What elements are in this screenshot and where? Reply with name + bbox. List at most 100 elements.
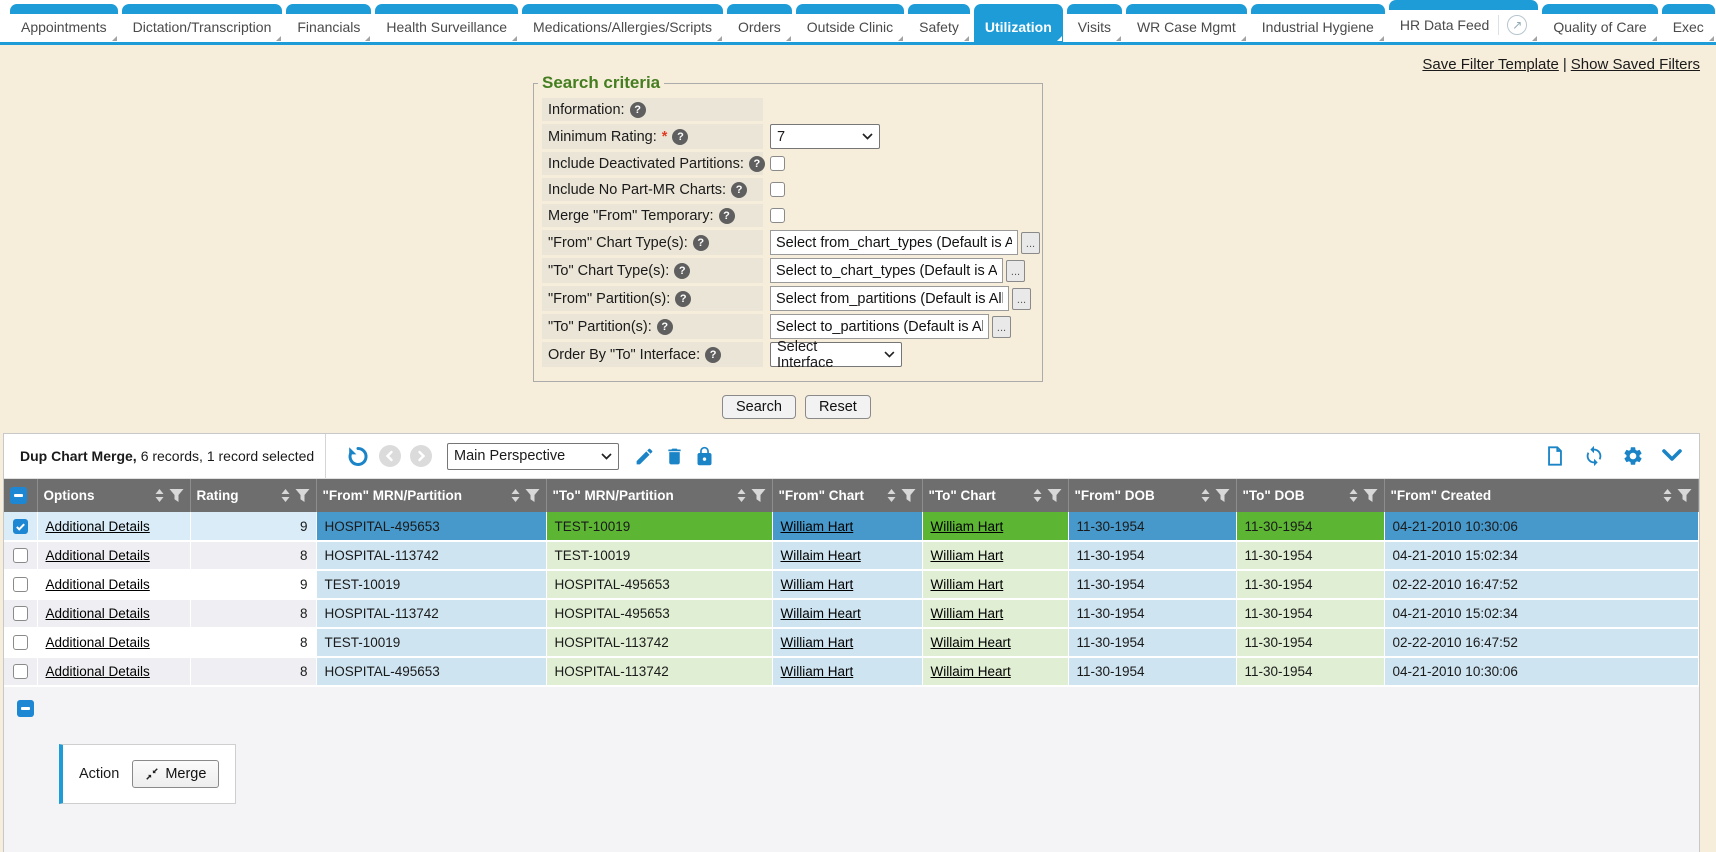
order-by-to-interface-select[interactable]: Select Interface [770,339,902,371]
row-checkbox[interactable] [12,664,28,680]
column-header-rating[interactable]: Rating [190,479,317,512]
filter-icon[interactable] [901,488,916,503]
edit-perspective-icon[interactable] [634,446,655,467]
previous-page-icon[interactable] [379,445,401,467]
options-link[interactable]: Additional Details [45,635,150,650]
filter-icon[interactable] [1363,488,1378,503]
perspective-select[interactable]: Main Perspective [447,442,619,470]
to_chart-link[interactable]: Willaim Heart [930,635,1011,650]
column-header-options[interactable]: Options [37,479,191,512]
include-no-part-mr-charts-checkbox[interactable] [770,182,785,197]
help-icon[interactable]: ? [705,346,722,363]
from_chart-link[interactable]: William Hart [780,518,854,534]
tab-appointments[interactable]: Appointments [10,4,118,42]
tab-orders[interactable]: Orders [727,4,792,42]
settings-gear-icon[interactable] [1622,445,1644,467]
tab-medications-allergies-scripts[interactable]: Medications/Allergies/Scripts [522,4,723,42]
external-link-icon[interactable]: ↗ [1507,15,1528,35]
column-header-to_dob[interactable]: "To" DOB [1236,479,1385,512]
include-deactivated-partitions-checkbox[interactable] [770,156,785,171]
reset-button[interactable]: Reset [804,395,871,419]
to-chart-type-s-input[interactable] [770,258,1003,283]
delete-perspective-icon[interactable] [664,446,685,467]
tab-financials[interactable]: Financials [286,4,372,42]
deselect-all-checkbox[interactable] [17,700,34,717]
tab-quality-of-care[interactable]: Quality of Care [1542,4,1658,42]
tab-visits[interactable]: Visits [1066,4,1122,42]
options-link[interactable]: Additional Details [45,548,150,563]
collapse-panel-chevron-icon[interactable] [1661,448,1683,464]
to_chart-link[interactable]: William Hart [930,548,1004,563]
from_chart-link[interactable]: William Hart [780,635,854,650]
new-document-icon[interactable] [1544,445,1566,467]
to_chart-link[interactable]: William Hart [930,518,1004,534]
save-filter-template-link[interactable]: Save Filter Template [1422,56,1559,73]
to-partition-s-picker-button[interactable]: ... [992,315,1011,338]
minimum-rating-select[interactable]: 7 [770,124,880,149]
column-header-from_created[interactable]: "From" Created [1384,479,1699,512]
merge-from-temporary-checkbox[interactable] [770,208,785,223]
row-checkbox[interactable] [12,606,28,622]
sort-icon[interactable] [510,488,521,503]
column-header-from_mrn[interactable]: "From" MRN/Partition [316,479,547,512]
to_chart-link[interactable]: Willaim Heart [930,664,1011,679]
sort-icon[interactable] [1662,488,1673,503]
filter-icon[interactable] [1215,488,1230,503]
refresh-icon[interactable] [1583,445,1605,467]
column-header-from_dob[interactable]: "From" DOB [1068,479,1237,512]
from-chart-type-s-picker-button[interactable]: ... [1021,231,1040,254]
tab-dictation-transcription[interactable]: Dictation/Transcription [121,4,283,42]
column-header-to_mrn[interactable]: "To" MRN/Partition [546,479,773,512]
sort-icon[interactable] [886,488,897,503]
help-icon[interactable]: ? [656,318,673,335]
sort-icon[interactable] [1032,488,1043,503]
sort-icon[interactable] [154,488,165,503]
filter-icon[interactable] [295,488,310,503]
merge-button[interactable]: Merge [132,760,220,788]
tab-industrial-hygiene[interactable]: Industrial Hygiene [1250,4,1385,42]
to_chart-link[interactable]: William Hart [930,577,1004,592]
tab-outside-clinic[interactable]: Outside Clinic [795,4,905,42]
filter-icon[interactable] [169,488,184,503]
from-chart-type-s-input[interactable] [770,230,1018,255]
options-link[interactable]: Additional Details [45,518,150,534]
undo-icon[interactable] [346,444,370,468]
sort-icon[interactable] [736,488,747,503]
tab-safety[interactable]: Safety [908,4,970,42]
column-header-to_chart[interactable]: "To" Chart [922,479,1069,512]
options-link[interactable]: Additional Details [45,606,150,621]
search-button[interactable]: Search [722,395,796,419]
tab-health-surveillance[interactable]: Health Surveillance [375,4,519,42]
from-partition-s-picker-button[interactable]: ... [1012,287,1031,310]
help-icon[interactable]: ? [731,181,748,198]
filter-icon[interactable] [751,488,766,503]
tab-exec[interactable]: Exec [1661,4,1715,42]
sort-icon[interactable] [1348,488,1359,503]
lock-perspective-icon[interactable] [694,446,715,467]
options-link[interactable]: Additional Details [45,664,150,679]
help-icon[interactable]: ? [675,290,692,307]
filter-icon[interactable] [1047,488,1062,503]
to-partition-s-input[interactable] [770,314,989,339]
row-checkbox[interactable] [12,518,28,534]
from-partition-s-input[interactable] [770,286,1009,311]
row-checkbox[interactable] [12,548,28,564]
show-saved-filters-link[interactable]: Show Saved Filters [1570,56,1700,73]
filter-icon[interactable] [1677,488,1692,503]
sort-icon[interactable] [1200,488,1211,503]
help-icon[interactable]: ? [718,207,735,224]
next-page-icon[interactable] [410,445,432,467]
help-icon[interactable]: ? [674,262,691,279]
row-checkbox[interactable] [12,635,28,651]
filter-icon[interactable] [525,488,540,503]
select-all-checkbox[interactable] [10,487,27,504]
column-header-from_chart[interactable]: "From" Chart [772,479,923,512]
to-chart-type-s-picker-button[interactable]: ... [1006,259,1025,282]
help-icon[interactable]: ? [748,155,765,172]
help-icon[interactable]: ? [692,234,709,251]
to_chart-link[interactable]: William Hart [930,606,1004,621]
sort-icon[interactable] [280,488,291,503]
from_chart-link[interactable]: Willaim Heart [780,606,861,621]
tab-wr-case-mgmt[interactable]: WR Case Mgmt [1125,4,1247,42]
options-link[interactable]: Additional Details [45,577,150,592]
